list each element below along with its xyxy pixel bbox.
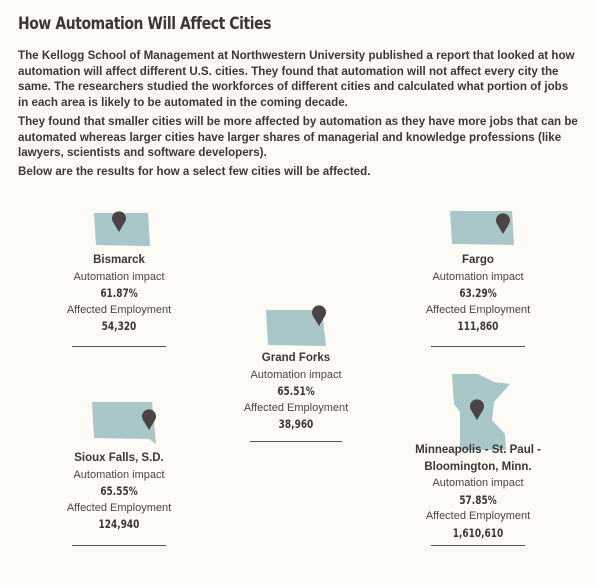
city-block: Bismarck Automation impact 61.87% Affected …: [19, 252, 219, 335]
city-name: Sioux Falls, S.D.: [74, 452, 164, 464]
title: How Automation Will Affect Cities: [18, 14, 272, 34]
divider: [431, 346, 525, 347]
city-name: Bismarck: [93, 254, 145, 266]
employment-value: 1,610,610: [452, 525, 504, 540]
city-block: Grand Forks Automation impact 65.51% Affect…: [196, 350, 396, 433]
impact-label: Automation impact: [73, 270, 165, 283]
divider: [431, 545, 525, 546]
impact-label: Automation impact: [432, 270, 524, 283]
impact-value: 63.29%: [459, 286, 497, 300]
pin: [312, 305, 326, 326]
employment-label: Affected Employment: [425, 303, 531, 316]
divider: [250, 441, 342, 442]
paragraph: They found that smaller cities will be m…: [18, 115, 578, 159]
pin: [142, 409, 157, 430]
city-block: Minneapolis - St. Paul - Bloomington, Mi…: [378, 442, 578, 541]
city-block: Sioux Falls, S.D. Automation impact 65.55%…: [19, 450, 219, 533]
pin: [496, 213, 510, 234]
employment-label: Affected Employment: [66, 303, 172, 316]
divider: [72, 545, 166, 546]
paragraph: Below are the results for how a select f…: [18, 165, 371, 178]
impact-value: 57.85%: [459, 492, 497, 507]
employment-value: 38,960: [278, 417, 314, 431]
city-name: Minneapolis - St. Paul - Bloomington, Mi…: [415, 444, 541, 473]
employment-label: Affected Employment: [243, 401, 349, 414]
employment-value: 124,940: [98, 517, 140, 531]
map-shape: [94, 213, 150, 246]
pin: [111, 211, 126, 232]
paragraph: The Kellogg School of Management at Nort…: [18, 49, 575, 109]
employment-label: Affected Employment: [425, 510, 531, 522]
impact-label: Automation impact: [73, 468, 165, 481]
map-shape: [266, 310, 326, 346]
city-name: Grand Forks: [261, 352, 331, 364]
city-name: Fargo: [462, 254, 494, 266]
impact-label: Automation impact: [432, 477, 524, 489]
divider: [72, 346, 166, 347]
city-block: Fargo Automation impact 63.29% Affected Emp…: [378, 252, 578, 335]
impact-value: 65.55%: [100, 484, 138, 498]
employment-value: 54,320: [101, 319, 137, 333]
impact-label: Automation impact: [250, 368, 342, 381]
pin: [470, 399, 485, 420]
impact-value: 61.87%: [100, 286, 138, 300]
map-shape: [92, 402, 156, 444]
employment-label: Affected Employment: [66, 501, 172, 514]
impact-value: 65.51%: [277, 384, 315, 398]
employment-value: 111,860: [457, 319, 499, 333]
